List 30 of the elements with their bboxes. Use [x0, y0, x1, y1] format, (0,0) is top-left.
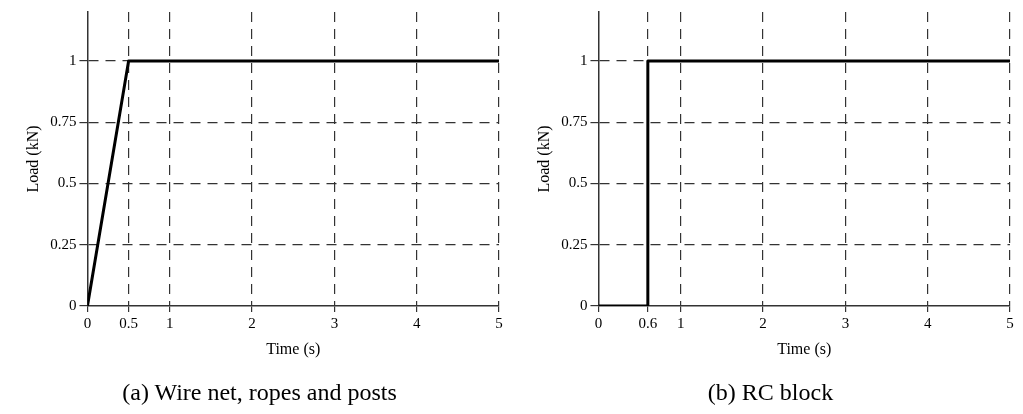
y-tick-label: 0: [68, 296, 77, 313]
y-tick-label: 0.5: [57, 174, 77, 191]
x-tick-label: 5: [1006, 314, 1014, 331]
x-tick-label: 0: [594, 314, 603, 331]
x-tick-label: 1: [166, 314, 174, 331]
y-tick-label: 1: [579, 51, 588, 68]
y-axis-title: Load (kN): [23, 125, 42, 193]
x-tick-label: 0.5: [119, 314, 138, 331]
y-tick-label: 1: [68, 51, 77, 68]
x-tick-label: 0: [83, 314, 92, 331]
x-tick-label: 4: [412, 314, 421, 331]
x-tick-label: 3: [330, 314, 339, 331]
x-axis-title: Time (s): [266, 339, 321, 358]
x-tick-label: 1: [677, 314, 685, 331]
x-tick-label: 4: [923, 314, 932, 331]
x-axis-title: Time (s): [777, 339, 832, 358]
y-tick-label: 0.25: [50, 235, 77, 252]
x-tick-label: 5: [495, 314, 503, 331]
x-tick-label: 2: [248, 314, 256, 331]
y-tick-label: 0.25: [561, 235, 588, 252]
text: (b) RC block: [707, 378, 834, 405]
y-tick-label: 0.5: [568, 174, 588, 191]
text: (a) Wire net, ropes and posts: [122, 378, 397, 405]
x-tick-label: 2: [759, 314, 767, 331]
y-tick-label: 0.75: [50, 113, 77, 130]
x-tick-label: 3: [841, 314, 850, 331]
x-tick-label: 0.6: [638, 314, 658, 331]
y-tick-label: 0: [579, 296, 588, 313]
y-axis-title: Load (kN): [534, 125, 553, 193]
y-tick-label: 0.75: [561, 113, 588, 130]
